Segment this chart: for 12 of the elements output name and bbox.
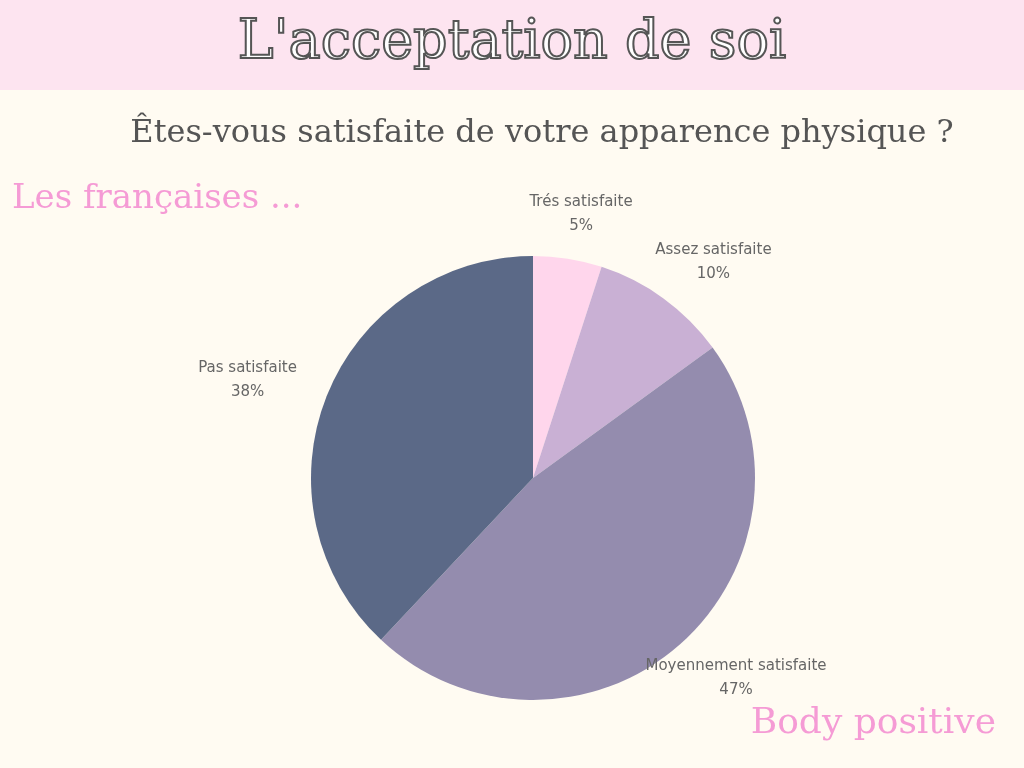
slice-label: Moyennement satisfaite [645, 656, 827, 675]
chart-title: L'acceptation de soi [236, 8, 788, 71]
text: Les françaises ... [12, 176, 303, 216]
chart-subtitle: Êtes-vous satisfaite de votre apparence physique ? [129, 112, 955, 150]
slice-label: Pas satisfaite [198, 357, 297, 376]
data-label: 47% [719, 680, 753, 699]
text: Body positive [750, 700, 996, 741]
data-label: 38% [230, 381, 265, 400]
data-label: 5% [569, 216, 593, 235]
slice-label: Assez satisfaite [655, 239, 772, 258]
data-label: 10% [696, 263, 731, 282]
slice-label: Trés satisfaite [528, 192, 633, 211]
